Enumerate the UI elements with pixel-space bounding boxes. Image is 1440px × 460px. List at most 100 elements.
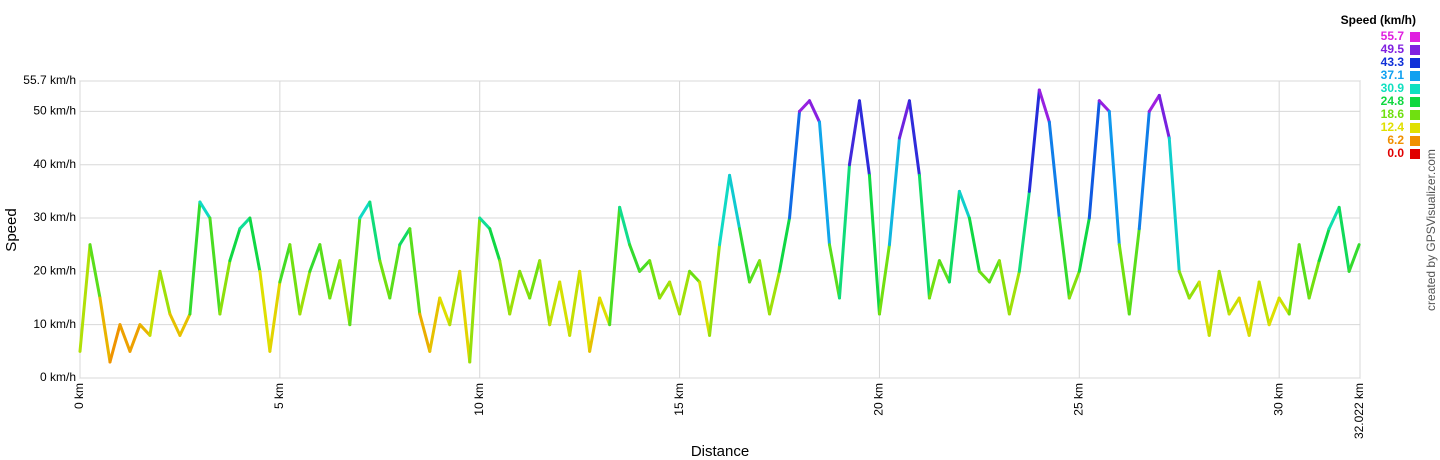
speed-segment (648, 259, 662, 300)
speed-segment (1087, 99, 1101, 220)
speed-segment (1017, 189, 1031, 273)
speed-segment (348, 216, 362, 327)
speed-segment (378, 259, 392, 300)
speed-segment (198, 200, 212, 220)
speed-segment (498, 259, 512, 316)
legend-swatch (1410, 123, 1420, 133)
speed-segment (1037, 88, 1051, 124)
x-tick-label: 5 km (272, 383, 286, 409)
speed-segment (827, 243, 841, 300)
x-tick-label: 0 km (72, 383, 86, 409)
speed-segment (1027, 88, 1041, 193)
speed-segment (1287, 243, 1301, 316)
legend-title: Speed (km/h) (1341, 13, 1416, 27)
legend-label: 43.3 (1381, 55, 1405, 69)
y-tick-label: 0 km/h (40, 370, 76, 384)
speed-segment (258, 269, 272, 353)
speed-segment (897, 99, 911, 140)
speed-segment (798, 99, 811, 113)
speed-segment (178, 312, 192, 337)
x-axis-title: Distance (691, 443, 749, 460)
speed-segment (398, 227, 412, 247)
speed-segment (228, 227, 242, 263)
speed-segment (1007, 269, 1021, 316)
speed-segment (578, 269, 592, 353)
speed-segment (328, 259, 342, 300)
speed-segment (1197, 280, 1211, 337)
speed-segment (688, 269, 702, 284)
speed-segment (368, 200, 382, 263)
speed-segment (538, 259, 552, 327)
speed-segment (1327, 205, 1341, 231)
x-tick-label: 20 km (872, 383, 886, 416)
speed-segment (1347, 243, 1361, 273)
speed-segment (1047, 120, 1061, 220)
legend-swatch (1410, 45, 1420, 55)
legend-label: 30.9 (1381, 81, 1405, 95)
legend-label: 55.7 (1381, 29, 1405, 43)
legend-label: 18.6 (1381, 107, 1405, 121)
speed-segment (658, 280, 672, 300)
speed-segment (608, 205, 622, 327)
speed-segment (1067, 269, 1081, 300)
speed-segment (1097, 99, 1111, 113)
speed-segment (488, 227, 502, 263)
speed-segment (967, 216, 981, 273)
speed-segment (558, 280, 572, 337)
speed-segment (338, 259, 352, 327)
speed-segment (408, 227, 422, 316)
speed-segment (528, 259, 542, 300)
speed-segment (118, 323, 132, 353)
speed-segment (877, 243, 891, 316)
speed-segment (1267, 296, 1281, 327)
speed-segment (1117, 243, 1131, 316)
speed-segment (278, 243, 292, 284)
speed-segment (668, 280, 682, 316)
speed-segment (468, 216, 482, 364)
speed-segment (548, 280, 562, 327)
speed-segment (298, 269, 312, 316)
speed-segment (1127, 227, 1141, 316)
speed-segment (1257, 280, 1271, 327)
speed-segment (618, 205, 632, 247)
speed-segment (837, 163, 851, 300)
y-tick-label: 20 km/h (33, 264, 76, 278)
x-tick-label: 10 km (472, 383, 486, 416)
speed-segment (748, 259, 762, 284)
speed-segment (698, 280, 712, 337)
speed-segment (218, 259, 232, 316)
legend-swatch (1410, 97, 1420, 107)
speed-segment (438, 296, 452, 327)
speed-segment (168, 312, 182, 337)
speed-segment (508, 269, 522, 316)
speed-segment (428, 296, 442, 353)
speed-segment (78, 243, 92, 353)
speed-segment (728, 173, 742, 231)
x-tick-label: 30 km (1271, 383, 1285, 416)
speed-segment (758, 259, 772, 316)
speed-segment (588, 296, 602, 353)
speed-segment (188, 200, 202, 316)
speed-segment (268, 280, 282, 353)
legend-swatch (1410, 149, 1420, 159)
speed-segment (1147, 93, 1161, 113)
speed-segment (98, 296, 112, 364)
speed-segment (1057, 216, 1071, 300)
speed-segment (208, 216, 222, 316)
legend-label: 49.5 (1381, 42, 1405, 56)
speed-segment (997, 259, 1011, 316)
y-tick-label: 40 km/h (33, 157, 76, 171)
speed-segment (1177, 269, 1191, 300)
speed-segment (708, 243, 722, 337)
y-axis-title: Speed (3, 208, 20, 251)
legend-swatch (1410, 110, 1420, 120)
speed-segment (418, 312, 432, 353)
speed-segment (308, 243, 322, 273)
legend-swatch (1410, 32, 1420, 42)
speed-segment (628, 243, 642, 273)
y-tick-label: 30 km/h (33, 210, 76, 224)
speed-segment (518, 269, 532, 300)
speed-segment (1187, 280, 1201, 300)
legend-label: 24.8 (1381, 94, 1405, 108)
